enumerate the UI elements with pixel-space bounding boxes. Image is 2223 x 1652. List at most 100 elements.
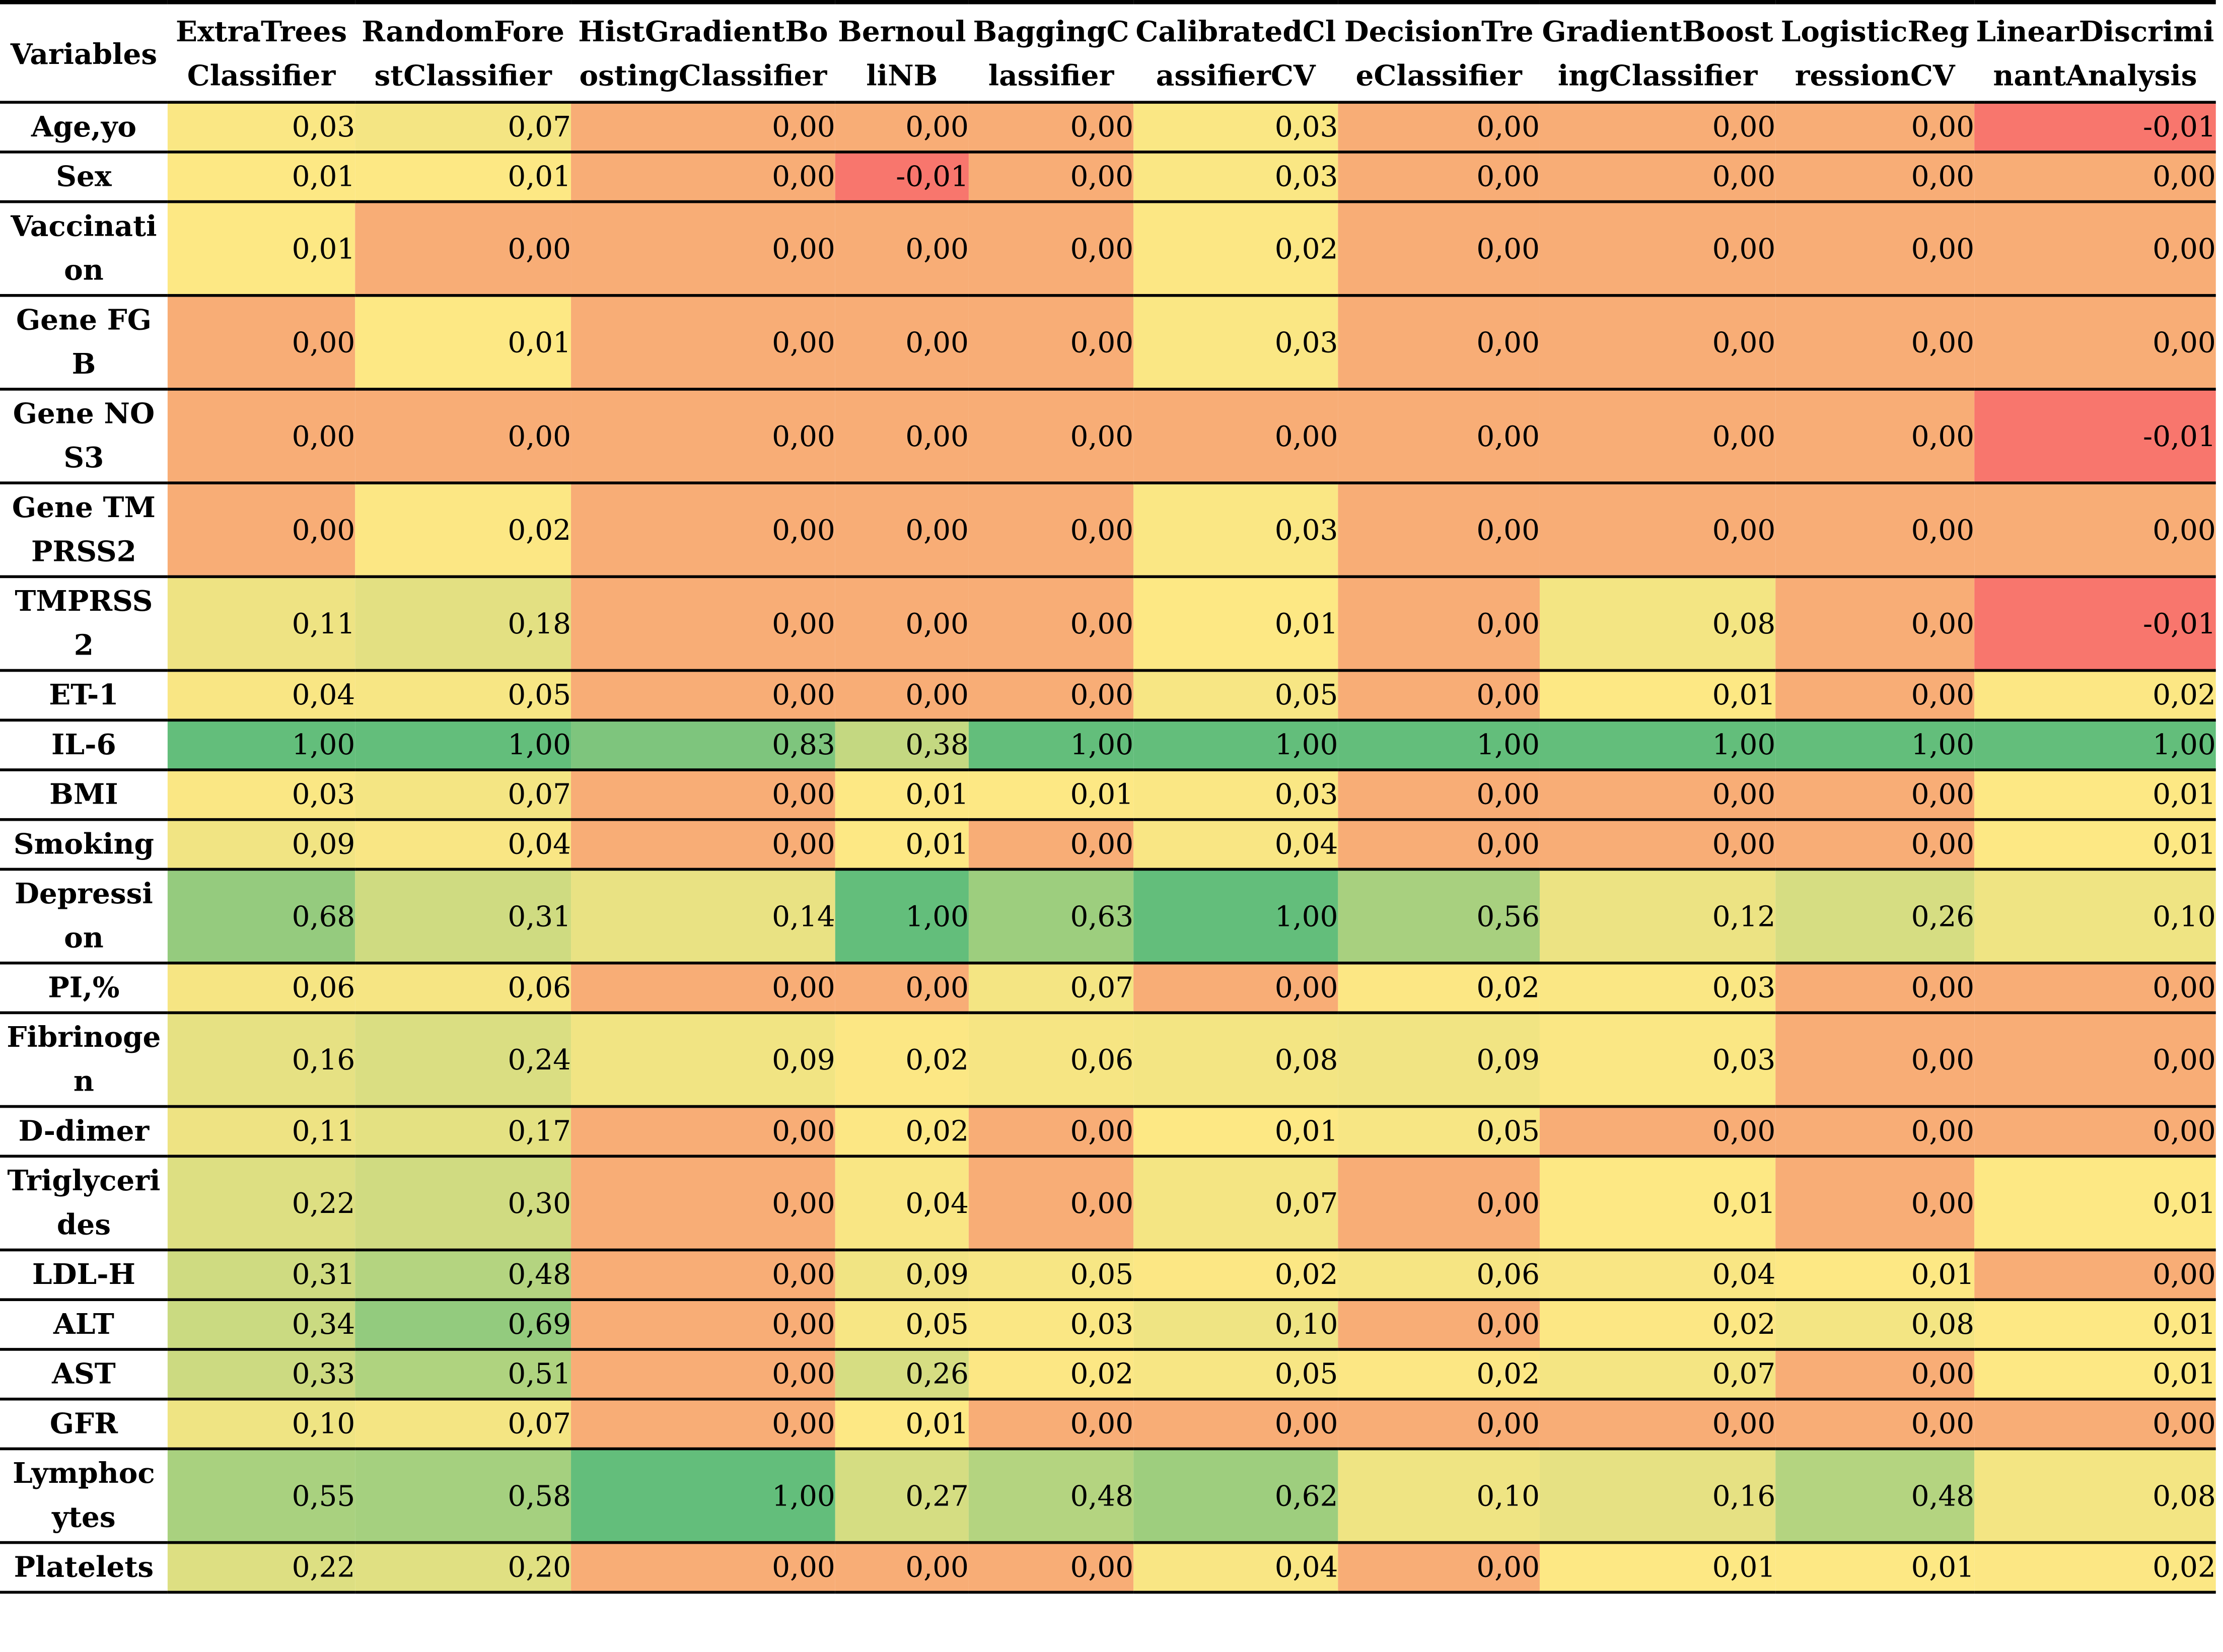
importance-cell: 0,01: [1133, 577, 1338, 672]
importance-cell: 0,01: [1974, 1156, 2216, 1252]
importance-cell: 0,01: [1539, 670, 1776, 722]
importance-cell: 0,02: [1974, 670, 2216, 722]
importance-cell: 0,00: [835, 1542, 969, 1594]
importance-cell: 0,03: [167, 769, 355, 821]
column-header-model: CalibratedClassifierCV: [1133, 0, 1338, 104]
importance-cell: 1,00: [1338, 720, 1540, 771]
importance-cell: 0,05: [1338, 1106, 1540, 1158]
importance-cell: -0,01: [835, 152, 969, 203]
importance-cell: 0,01: [355, 295, 571, 391]
importance-cell: 0,01: [1539, 1156, 1776, 1252]
importance-cell: 1,00: [1133, 720, 1338, 771]
column-header-model: BernoulliNB: [835, 0, 969, 104]
importance-cell: 1,00: [571, 1449, 835, 1544]
column-header-model: BaggingClassifier: [968, 0, 1134, 104]
importance-cell: 0,03: [1133, 483, 1338, 579]
importance-cell: 0,03: [1133, 102, 1338, 154]
importance-cell: 0,00: [1539, 819, 1776, 871]
importance-cell: 0,00: [1974, 483, 2216, 579]
column-header-model: LinearDiscriminantAnalysis: [1974, 0, 2216, 104]
variable-name: D-dimer: [0, 1106, 168, 1158]
importance-cell: 0,00: [1775, 1399, 1975, 1451]
table-row: Platelets 0,22 0,20 0,00 0,00 0,00 0,04 0,00 0,0…: [0, 1542, 2216, 1594]
importance-cell: 0,01: [1775, 1542, 1975, 1594]
importance-cell: 0,09: [835, 1250, 969, 1302]
importance-cell: 0,00: [1133, 1399, 1338, 1451]
importance-cell: 0,00: [1338, 389, 1540, 484]
importance-cell: 0,05: [1133, 670, 1338, 722]
importance-cell: 0,00: [571, 769, 835, 821]
variable-name: PI,%: [0, 963, 168, 1015]
importance-cell: 0,11: [167, 1106, 355, 1158]
importance-cell: 0,00: [968, 819, 1134, 871]
importance-cell: 0,07: [968, 963, 1134, 1015]
importance-cell: 0,00: [1974, 1399, 2216, 1451]
table-row: D-dimer 0,11 0,17 0,00 0,02 0,00 0,01 0,05 0,00 0…: [0, 1106, 2216, 1158]
feature-importance-table: Variables ExtraTreesClassifier RandomFores…: [0, 0, 2216, 1594]
importance-cell: 0,05: [968, 1250, 1134, 1302]
table-row: Gene FGB 0,00 0,01 0,00 0,00 0,00 0,03 0,00 0,00…: [0, 295, 2216, 391]
importance-cell: 0,03: [1539, 963, 1776, 1015]
variable-name: ET-1: [0, 670, 168, 722]
importance-cell: 0,10: [1974, 869, 2216, 965]
importance-cell: 0,05: [1133, 1349, 1338, 1401]
variable-name: TMPRSS2: [0, 577, 168, 672]
importance-cell: 0,10: [1338, 1449, 1540, 1544]
importance-cell: 0,00: [167, 483, 355, 579]
importance-cell: 0,22: [167, 1542, 355, 1594]
importance-cell: 0,04: [835, 1156, 969, 1252]
importance-cell: 0,00: [1338, 201, 1540, 297]
importance-cell: 0,31: [167, 1250, 355, 1302]
importance-cell: 0,02: [1539, 1300, 1776, 1351]
importance-cell: 0,02: [968, 1349, 1134, 1401]
importance-cell: 0,06: [968, 1013, 1134, 1108]
variable-name: Gene TMPRSS2: [0, 483, 168, 579]
importance-cell: 0,03: [1133, 295, 1338, 391]
table-row: Age,yo 0,03 0,07 0,00 0,00 0,00 0,03 0,00 0,00 0,…: [0, 102, 2216, 154]
column-header-model: LogisticRegressionCV: [1775, 0, 1975, 104]
column-header-model: RandomForestClassifier: [355, 0, 571, 104]
importance-cell: 0,00: [1338, 1399, 1540, 1451]
importance-cell: 0,20: [355, 1542, 571, 1594]
column-header-model: HistGradientBoostingClassifier: [571, 0, 835, 104]
importance-cell: 0,00: [835, 670, 969, 722]
importance-cell: 0,00: [355, 389, 571, 484]
importance-cell: 0,69: [355, 1300, 571, 1351]
variable-name: GFR: [0, 1399, 168, 1451]
importance-cell: 0,14: [571, 869, 835, 965]
importance-cell: 0,00: [1775, 1013, 1975, 1108]
importance-cell: 0,00: [1775, 577, 1975, 672]
importance-cell: 0,00: [355, 201, 571, 297]
importance-cell: 0,07: [355, 102, 571, 154]
importance-cell: 0,01: [1974, 769, 2216, 821]
importance-cell: 1,00: [835, 869, 969, 965]
importance-cell: 0,00: [571, 1156, 835, 1252]
importance-cell: 0,00: [571, 295, 835, 391]
table-row: Sex 0,01 0,01 0,00 -0,01 0,00 0,03 0,00 0,00 0,00…: [0, 152, 2216, 203]
importance-cell: 0,00: [1338, 1300, 1540, 1351]
importance-cell: 0,00: [1539, 102, 1776, 154]
importance-cell: 0,00: [1539, 1106, 1776, 1158]
importance-cell: 0,00: [1338, 102, 1540, 154]
variable-name: Gene FGB: [0, 295, 168, 391]
table-row: TMPRSS2 0,11 0,18 0,00 0,00 0,00 0,01 0,00 0,08 0…: [0, 577, 2216, 672]
importance-cell: 0,33: [167, 1349, 355, 1401]
importance-cell: 0,03: [1133, 152, 1338, 203]
importance-cell: 0,26: [835, 1349, 969, 1401]
importance-cell: 0,08: [1974, 1449, 2216, 1544]
importance-cell: 0,00: [1338, 152, 1540, 203]
importance-cell: 0,07: [1133, 1156, 1338, 1252]
column-header-model: DecisionTreeClassifier: [1338, 0, 1540, 104]
importance-cell: 1,00: [1974, 720, 2216, 771]
variable-name: Vaccination: [0, 201, 168, 297]
table-row: Triglycerides 0,22 0,30 0,00 0,04 0,00 0,07 0,0…: [0, 1156, 2216, 1252]
importance-cell: 0,01: [835, 819, 969, 871]
table-row: Fibrinogen 0,16 0,24 0,09 0,02 0,06 0,08 0,09 0,…: [0, 1013, 2216, 1108]
variable-name: Fibrinogen: [0, 1013, 168, 1108]
table-row: Smoking 0,09 0,04 0,00 0,01 0,00 0,04 0,00 0,00 0…: [0, 819, 2216, 871]
variable-name: Sex: [0, 152, 168, 203]
variable-name: LDL-H: [0, 1250, 168, 1302]
importance-cell: 0,10: [167, 1399, 355, 1451]
importance-cell: 0,58: [355, 1449, 571, 1544]
variable-name: Triglycerides: [0, 1156, 168, 1252]
